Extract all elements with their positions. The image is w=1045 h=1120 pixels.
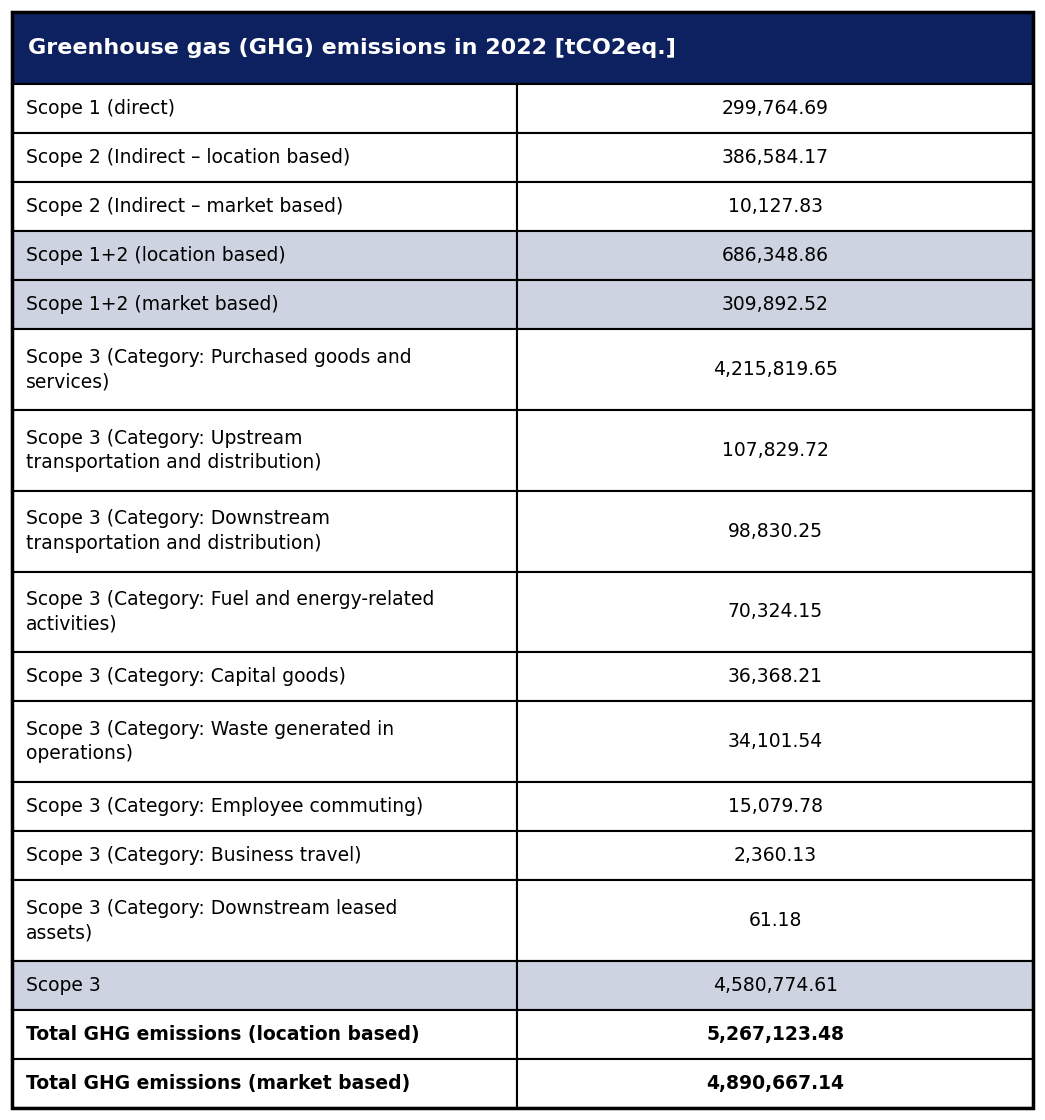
Text: 4,580,774.61: 4,580,774.61 <box>713 976 838 995</box>
Text: Scope 3 (Category: Downstream
transportation and distribution): Scope 3 (Category: Downstream transporta… <box>26 510 330 552</box>
Polygon shape <box>11 231 517 280</box>
Polygon shape <box>517 961 1034 1010</box>
Polygon shape <box>517 1010 1034 1060</box>
Polygon shape <box>11 880 517 961</box>
Polygon shape <box>11 329 517 410</box>
Polygon shape <box>517 133 1034 181</box>
Polygon shape <box>11 491 517 571</box>
Polygon shape <box>517 280 1034 329</box>
Text: Scope 3 (Category: Business travel): Scope 3 (Category: Business travel) <box>26 847 362 865</box>
Polygon shape <box>11 701 517 782</box>
Text: 2,360.13: 2,360.13 <box>734 847 817 865</box>
Text: Scope 2 (Indirect – location based): Scope 2 (Indirect – location based) <box>26 148 350 167</box>
Polygon shape <box>11 571 517 652</box>
Polygon shape <box>517 831 1034 880</box>
Polygon shape <box>517 1060 1034 1108</box>
Polygon shape <box>517 880 1034 961</box>
Text: Greenhouse gas (GHG) emissions in 2022 [tCO2eq.]: Greenhouse gas (GHG) emissions in 2022 [… <box>28 38 676 58</box>
Polygon shape <box>11 1060 517 1108</box>
Text: 299,764.69: 299,764.69 <box>722 99 829 118</box>
Polygon shape <box>517 491 1034 571</box>
Polygon shape <box>11 280 517 329</box>
Polygon shape <box>517 571 1034 652</box>
Polygon shape <box>517 782 1034 831</box>
Text: Scope 3 (Category: Purchased goods and
services): Scope 3 (Category: Purchased goods and s… <box>26 348 412 391</box>
Text: 36,368.21: 36,368.21 <box>727 668 822 687</box>
Text: Scope 3 (Category: Capital goods): Scope 3 (Category: Capital goods) <box>26 668 346 687</box>
Text: Scope 3 (Category: Employee commuting): Scope 3 (Category: Employee commuting) <box>26 797 423 816</box>
Polygon shape <box>517 231 1034 280</box>
Polygon shape <box>11 782 517 831</box>
Text: 5,267,123.48: 5,267,123.48 <box>706 1025 844 1044</box>
Text: Scope 1+2 (location based): Scope 1+2 (location based) <box>26 246 285 265</box>
Text: 98,830.25: 98,830.25 <box>727 522 822 541</box>
Text: 386,584.17: 386,584.17 <box>722 148 829 167</box>
Text: Scope 1 (direct): Scope 1 (direct) <box>26 99 175 118</box>
Polygon shape <box>11 84 517 133</box>
Polygon shape <box>11 133 517 181</box>
Polygon shape <box>517 701 1034 782</box>
Polygon shape <box>11 410 517 491</box>
Text: Scope 3: Scope 3 <box>26 976 100 995</box>
Text: 15,079.78: 15,079.78 <box>727 797 822 816</box>
Text: 61.18: 61.18 <box>748 911 802 930</box>
Polygon shape <box>11 652 517 701</box>
Text: 686,348.86: 686,348.86 <box>722 246 829 265</box>
Text: Total GHG emissions (location based): Total GHG emissions (location based) <box>26 1025 420 1044</box>
Polygon shape <box>11 1010 517 1060</box>
Text: 4,890,667.14: 4,890,667.14 <box>706 1074 844 1093</box>
Text: 4,215,819.65: 4,215,819.65 <box>713 360 838 379</box>
Text: Scope 1+2 (market based): Scope 1+2 (market based) <box>26 295 279 314</box>
Text: 309,892.52: 309,892.52 <box>722 295 829 314</box>
Polygon shape <box>11 831 517 880</box>
Polygon shape <box>11 12 1034 84</box>
Text: 107,829.72: 107,829.72 <box>722 441 829 459</box>
Polygon shape <box>517 329 1034 410</box>
Polygon shape <box>11 961 517 1010</box>
Text: 10,127.83: 10,127.83 <box>727 197 822 216</box>
Text: Total GHG emissions (market based): Total GHG emissions (market based) <box>26 1074 411 1093</box>
Text: Scope 3 (Category: Fuel and energy-related
activities): Scope 3 (Category: Fuel and energy-relat… <box>26 590 435 634</box>
Polygon shape <box>517 652 1034 701</box>
Text: Scope 3 (Category: Waste generated in
operations): Scope 3 (Category: Waste generated in op… <box>26 720 394 764</box>
Text: 70,324.15: 70,324.15 <box>727 603 822 622</box>
Polygon shape <box>517 410 1034 491</box>
Text: Scope 3 (Category: Upstream
transportation and distribution): Scope 3 (Category: Upstream transportati… <box>26 429 322 472</box>
Text: Scope 3 (Category: Downstream leased
assets): Scope 3 (Category: Downstream leased ass… <box>26 899 397 942</box>
Text: Scope 2 (Indirect – market based): Scope 2 (Indirect – market based) <box>26 197 343 216</box>
Text: 34,101.54: 34,101.54 <box>727 732 822 752</box>
Polygon shape <box>517 84 1034 133</box>
Polygon shape <box>517 181 1034 231</box>
Polygon shape <box>11 181 517 231</box>
